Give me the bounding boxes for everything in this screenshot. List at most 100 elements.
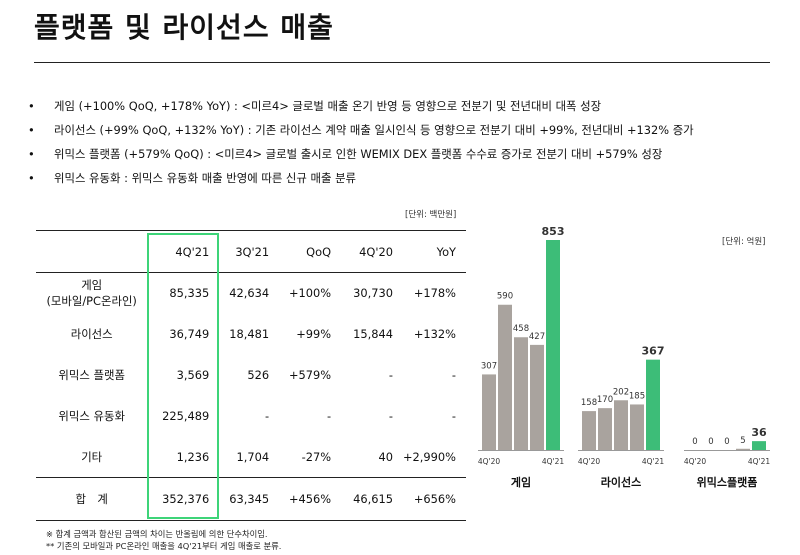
table-row: 위믹스 플랫폼 3,569 526 +579% - - xyxy=(36,355,466,396)
revenue-table: 4Q'21 3Q'21 QoQ 4Q'20 YoY 게임 (모바일/PC온라인) … xyxy=(36,230,466,521)
cell: 15,844 xyxy=(353,327,393,341)
bar xyxy=(752,441,766,450)
bar-value-label: 0 xyxy=(708,437,713,447)
page-title: 플랫폼 및 라이선스 매출 xyxy=(34,11,334,44)
x-tick-label: 4Q'21 xyxy=(642,457,665,466)
bullet-text: 라이선스 (+99% QoQ, +132% YoY) : 기존 라이선스 계약 … xyxy=(54,123,694,137)
bar-value-label: 170 xyxy=(597,395,613,405)
bar xyxy=(582,411,596,450)
x-tick-label: 4Q'21 xyxy=(748,457,771,466)
cell: 42,634 xyxy=(229,286,270,301)
header-cell xyxy=(36,230,148,273)
cell: - xyxy=(326,409,332,423)
bullet-dot: • xyxy=(28,171,35,185)
bullet-license: • 라이선스 (+99% QoQ, +132% YoY) : 기존 라이선스 계약… xyxy=(28,118,694,142)
bar xyxy=(530,344,544,450)
bar-value-label: 853 xyxy=(542,225,565,238)
bar xyxy=(546,240,560,450)
chart-unit-label: [단위: 억원] xyxy=(722,237,766,247)
bar-value-label: 307 xyxy=(481,361,497,371)
bar xyxy=(736,448,750,450)
cell: 352,376 xyxy=(147,477,220,521)
cell: 526 xyxy=(247,368,270,382)
footnote: ※ 합계 금액과 합산된 금액의 차이는 반올림에 의한 단수차이임. xyxy=(46,529,268,539)
bullet-wemix-liquidation: • 위믹스 유동화 : 위믹스 유동화 매출 반영에 따른 신규 매출 분류 xyxy=(28,166,694,190)
current-quarter-highlight xyxy=(147,233,219,519)
cell: - xyxy=(388,409,393,423)
header-cell: QoQ xyxy=(279,230,342,273)
cell: +656% xyxy=(402,477,466,521)
x-tick-label: 4Q'20 xyxy=(578,457,601,466)
bullet-text: 게임 (+100% QoQ, +178% YoY) : <미르4> 글로벌 매출… xyxy=(54,99,602,113)
bar xyxy=(614,400,628,450)
cell: +99% xyxy=(296,327,332,341)
bar-value-label: 367 xyxy=(642,345,665,358)
header-cell: 4Q'21 xyxy=(147,230,220,273)
row-label: 기타 xyxy=(81,449,103,464)
cell: +132% xyxy=(413,327,456,341)
bar xyxy=(514,337,528,450)
cell: 18,481 xyxy=(229,327,270,341)
bar-value-label: 0 xyxy=(724,437,729,447)
bullet-text: 위믹스 플랫폼 (+579% QoQ) : <미르4> 글로벌 출시로 인한 W… xyxy=(54,147,663,161)
cell: -27% xyxy=(301,449,332,464)
cell: - xyxy=(265,409,270,423)
bullet-dot: • xyxy=(28,99,35,113)
group-label: 라이선스 xyxy=(601,475,641,489)
bar-value-label: 427 xyxy=(529,332,545,342)
row-label: 위믹스 유동화 xyxy=(58,409,125,423)
table-header-row: 4Q'21 3Q'21 QoQ 4Q'20 YoY xyxy=(36,230,466,273)
group-label: 게임 xyxy=(511,475,531,489)
group-label: 위믹스플랫폼 xyxy=(697,475,758,489)
cell: 225,489 xyxy=(162,409,210,423)
footnotes: ※ 합계 금액과 합산된 금액의 차이는 반올림에 의한 단수차이임. ** 기… xyxy=(46,528,281,552)
header-cell: 3Q'21 xyxy=(219,230,280,273)
bar-value-label: 202 xyxy=(613,387,629,397)
table-row: 게임 (모바일/PC온라인) 85,335 42,634 +100% 30,730… xyxy=(36,273,466,314)
table-row: 위믹스 유동화 225,489 - - - - xyxy=(36,396,466,437)
bullet-text: 위믹스 유동화 : 위믹스 유동화 매출 반영에 따른 신규 매출 분류 xyxy=(54,171,357,185)
cell: 30,730 xyxy=(353,286,393,301)
row-label-sub: (모바일/PC온라인) xyxy=(46,294,137,309)
summary-bullets: • 게임 (+100% QoQ, +178% YoY) : <미르4> 글로벌 매… xyxy=(28,94,694,190)
cell: - xyxy=(451,368,456,382)
cell: +456% xyxy=(279,477,342,521)
cell: 3,569 xyxy=(176,368,210,382)
table-unit-label: [단위: 백만원] xyxy=(405,210,457,220)
bar xyxy=(598,408,612,450)
cell: 46,615 xyxy=(341,477,403,521)
row-label: 라이선스 xyxy=(70,327,113,341)
cell: +178% xyxy=(413,286,456,301)
total-label: 합 계 xyxy=(36,477,148,521)
table-row: 기타 1,236 1,704 -27% 40 +2,990% xyxy=(36,437,466,478)
total-row: 합 계 352,376 63,345 +456% 46,615 +656% xyxy=(36,477,466,521)
bar xyxy=(646,359,660,450)
row-label-main: 게임 xyxy=(81,278,103,293)
cell: +579% xyxy=(288,368,332,382)
cell: - xyxy=(388,368,393,382)
bar xyxy=(630,404,644,450)
cell: 63,345 xyxy=(219,477,280,521)
footnote: ** 기존의 모바일과 PC온라인 매출을 4Q'21부터 게임 매출로 분류. xyxy=(46,541,282,551)
x-tick-label: 4Q'21 xyxy=(542,457,565,466)
title-divider xyxy=(34,62,770,63)
bar-value-label: 5 xyxy=(740,436,745,446)
x-tick-label: 4Q'20 xyxy=(684,457,707,466)
bullet-game: • 게임 (+100% QoQ, +178% YoY) : <미르4> 글로벌 매… xyxy=(28,94,694,118)
cell: +100% xyxy=(288,286,332,301)
bar-value-label: 590 xyxy=(497,292,513,302)
bullet-wemix-platform: • 위믹스 플랫폼 (+579% QoQ) : <미르4> 글로벌 출시로 인한 … xyxy=(28,142,694,166)
bar-value-label: 36 xyxy=(751,426,767,439)
cell: 85,335 xyxy=(169,286,210,301)
row-label: 위믹스 플랫폼 xyxy=(58,368,125,382)
x-tick-label: 4Q'20 xyxy=(478,457,501,466)
cell: - xyxy=(451,409,456,423)
bar xyxy=(498,304,512,450)
row-label: 게임 (모바일/PC온라인) xyxy=(36,273,147,314)
header-cell: YoY xyxy=(402,230,466,273)
bar-value-label: 158 xyxy=(581,398,597,408)
header-cell: 4Q'20 xyxy=(341,230,403,273)
bar-value-label: 458 xyxy=(513,324,529,334)
bullet-dot: • xyxy=(28,147,35,161)
bar xyxy=(482,374,496,450)
